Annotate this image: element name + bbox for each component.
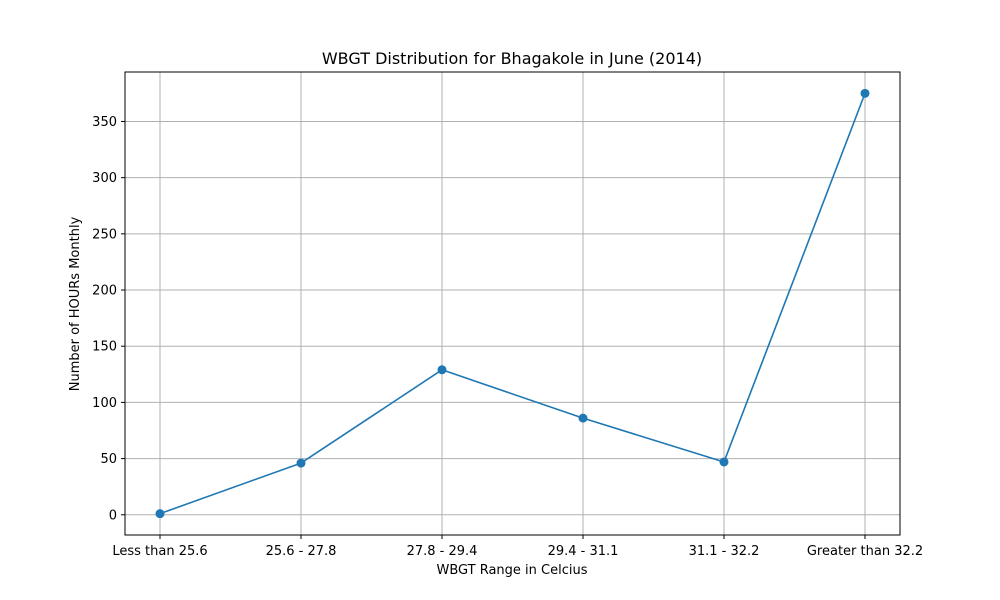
plot-frame [124, 71, 901, 536]
axis-ticks: Less than 25.6 25.6 - 27.8 27.8 - 29.4 29.4… [92, 115, 923, 559]
y-tick-label: 100 [92, 396, 117, 411]
data-point [296, 458, 306, 468]
data-point [860, 88, 870, 98]
y-tick-label: 350 [92, 115, 117, 130]
y-tick-label: 50 [100, 452, 117, 467]
data-point [155, 509, 165, 519]
y-tick-label: 250 [92, 227, 117, 242]
x-axis-label: WBGT Range in Celcius [436, 563, 587, 578]
y-tick-label: 200 [92, 284, 117, 299]
data-point [719, 457, 729, 467]
grid [125, 72, 900, 535]
data-point [437, 365, 447, 375]
y-tick-label: 150 [92, 340, 117, 355]
y-tick-label: 0 [109, 508, 117, 523]
x-tick-label: Less than 25.6 [112, 544, 207, 559]
y-tick-label: 300 [92, 171, 117, 186]
x-tick-label: 27.8 - 29.4 [407, 544, 478, 559]
chart-title: WBGT Distribution for Bhagakole in June … [322, 49, 702, 68]
x-tick-label: 29.4 - 31.1 [548, 544, 619, 559]
x-tick-label: 31.1 - 32.2 [689, 544, 760, 559]
series-line [159, 93, 866, 515]
data-series [155, 88, 870, 519]
x-tick-label: 25.6 - 27.8 [266, 544, 337, 559]
x-tick-label: Greater than 32.2 [807, 544, 923, 559]
y-axis-label: Number of HOURs Monthly [68, 216, 83, 391]
data-point [578, 413, 588, 423]
